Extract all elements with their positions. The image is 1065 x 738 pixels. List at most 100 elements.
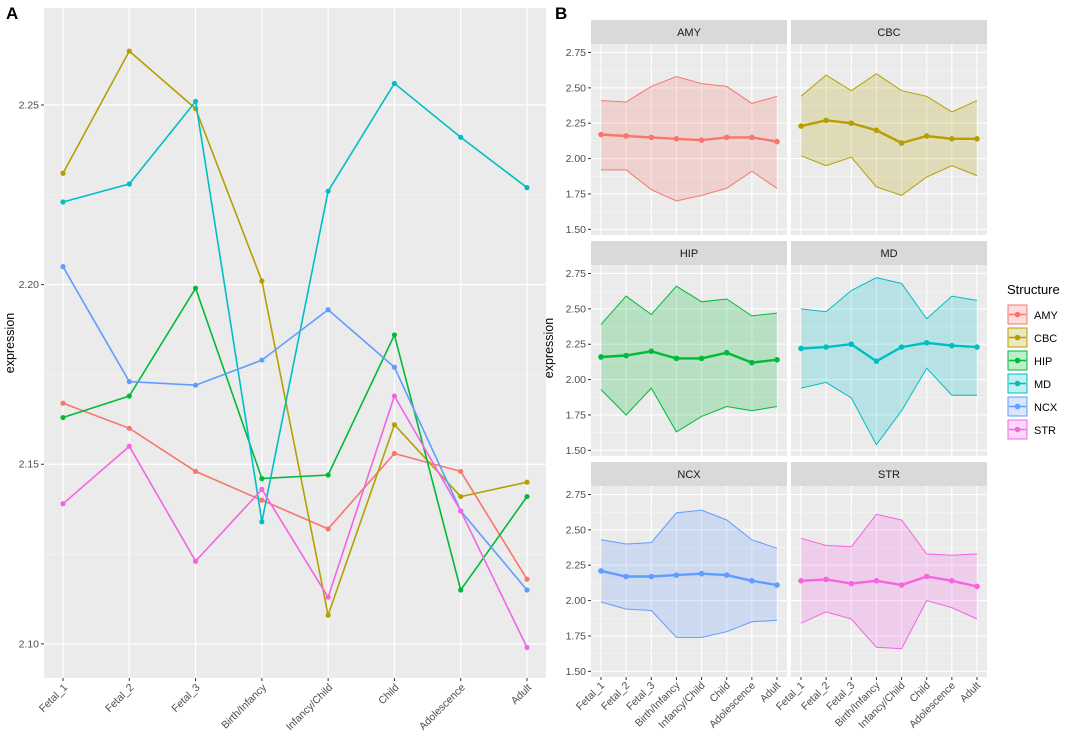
mean-point bbox=[823, 344, 829, 350]
series-line-cbc bbox=[62, 49, 528, 619]
mean-point bbox=[949, 135, 955, 142]
mean-point bbox=[723, 134, 730, 141]
data-point-hip bbox=[259, 476, 265, 482]
y-tick-label: 1.75 bbox=[566, 188, 587, 200]
data-point-ncx bbox=[325, 307, 331, 313]
y-tick-label: 2.50 bbox=[566, 524, 587, 536]
y-tick-label: 1.75 bbox=[566, 409, 587, 421]
data-point-hip bbox=[192, 285, 199, 291]
mean-point bbox=[848, 341, 855, 348]
data-point-str bbox=[524, 644, 530, 651]
legend-label: MD bbox=[1034, 379, 1051, 391]
mean-point bbox=[673, 572, 680, 578]
series-line-hip bbox=[62, 286, 528, 592]
facet-amy: AMY 1.50 1.75 2.00 2.25 2.50 2.75 bbox=[566, 20, 787, 236]
facet-title: NCX bbox=[677, 469, 701, 481]
data-point-md bbox=[192, 98, 199, 105]
y-tick-label: 1.50 bbox=[566, 224, 587, 236]
mean-point bbox=[749, 134, 755, 141]
ribbon-area bbox=[801, 73, 977, 196]
data-point-str bbox=[458, 508, 464, 514]
facet-strip bbox=[591, 462, 787, 486]
data-point-ncx bbox=[259, 357, 265, 363]
data-point-hip bbox=[126, 393, 132, 399]
data-point-ncx bbox=[126, 379, 132, 385]
mean-point bbox=[798, 345, 804, 352]
legend-key-point bbox=[1014, 357, 1021, 364]
data-point-md bbox=[458, 134, 464, 140]
data-point-amy bbox=[192, 468, 199, 475]
mean-point bbox=[648, 573, 655, 580]
data-point-cbc bbox=[259, 278, 265, 284]
ribbon-area bbox=[801, 277, 977, 445]
mean-point bbox=[723, 349, 730, 356]
mean-point bbox=[673, 355, 680, 362]
mean-point bbox=[823, 117, 829, 124]
legend-item-str: STR bbox=[1007, 419, 1056, 440]
data-point-hip bbox=[60, 414, 66, 421]
y-tick-label: 1.50 bbox=[566, 445, 587, 457]
mean-point bbox=[774, 356, 780, 363]
series-line-ncx bbox=[62, 266, 528, 591]
data-point-amy bbox=[458, 468, 464, 475]
y-tick-label: 2.25 bbox=[566, 339, 587, 351]
mean-point bbox=[774, 138, 780, 145]
series-line-md bbox=[62, 82, 528, 522]
facet-title: CBC bbox=[877, 27, 900, 39]
data-point-ncx bbox=[192, 382, 199, 388]
data-point-str bbox=[325, 594, 331, 600]
mean-point bbox=[823, 576, 829, 583]
data-point-md bbox=[60, 199, 66, 205]
data-point-cbc bbox=[458, 493, 464, 500]
facet-strip bbox=[791, 241, 987, 265]
panel-a-label: A bbox=[6, 4, 18, 23]
legend-item-ncx: NCX bbox=[1007, 396, 1058, 417]
y-tick-label: 2.50 bbox=[566, 303, 587, 315]
ribbon-lower-line bbox=[800, 367, 977, 446]
mean-point bbox=[974, 344, 980, 350]
facet-cbc: CBC bbox=[791, 20, 987, 235]
data-point-str bbox=[192, 558, 199, 564]
chart-b: AMY 1.50 1.75 2.00 2.25 2.50 2.75 CBC HIP 1.50 1.7… bbox=[542, 20, 987, 731]
mean-point bbox=[798, 577, 804, 584]
data-point-ncx bbox=[524, 587, 530, 593]
facet-md: MD bbox=[791, 241, 987, 456]
mean-point bbox=[623, 352, 629, 359]
mean-line bbox=[800, 119, 977, 145]
legend-key-point bbox=[1014, 380, 1021, 387]
facet-strip bbox=[791, 20, 987, 44]
data-point-md bbox=[325, 188, 331, 194]
legend-item-hip: HIP bbox=[1007, 350, 1052, 371]
facet-strip bbox=[791, 462, 987, 486]
mean-line bbox=[800, 341, 978, 363]
mean-point bbox=[923, 340, 930, 346]
ribbon-upper-line bbox=[600, 509, 778, 549]
data-point-amy bbox=[391, 450, 398, 457]
mean-point bbox=[873, 127, 880, 134]
mean-point bbox=[848, 120, 855, 127]
mean-point bbox=[598, 131, 604, 138]
data-point-amy bbox=[325, 526, 331, 532]
mean-point bbox=[898, 140, 905, 146]
y-tick-label: 1.50 bbox=[566, 666, 587, 678]
data-point-str bbox=[126, 443, 132, 449]
y-tick-label: 2.25 bbox=[19, 99, 40, 111]
y-tick-label: 2.50 bbox=[566, 82, 587, 94]
ribbon-lower-line bbox=[600, 601, 778, 638]
y-axis-label: expression bbox=[542, 318, 556, 378]
y-tick-label: 2.00 bbox=[566, 595, 587, 607]
data-point-md bbox=[524, 185, 530, 191]
mean-point bbox=[598, 568, 604, 574]
plot-panel-a bbox=[44, 8, 546, 678]
data-point-hip bbox=[325, 472, 331, 478]
legend-item-cbc: CBC bbox=[1007, 327, 1057, 348]
mean-point bbox=[798, 123, 804, 129]
mean-point bbox=[698, 570, 705, 577]
mean-line bbox=[600, 133, 778, 143]
legend-label: CBC bbox=[1034, 333, 1057, 345]
facet-title: HIP bbox=[680, 248, 698, 260]
legend-key-point bbox=[1014, 311, 1021, 318]
mean-point bbox=[949, 577, 955, 584]
mean-point bbox=[648, 134, 655, 141]
